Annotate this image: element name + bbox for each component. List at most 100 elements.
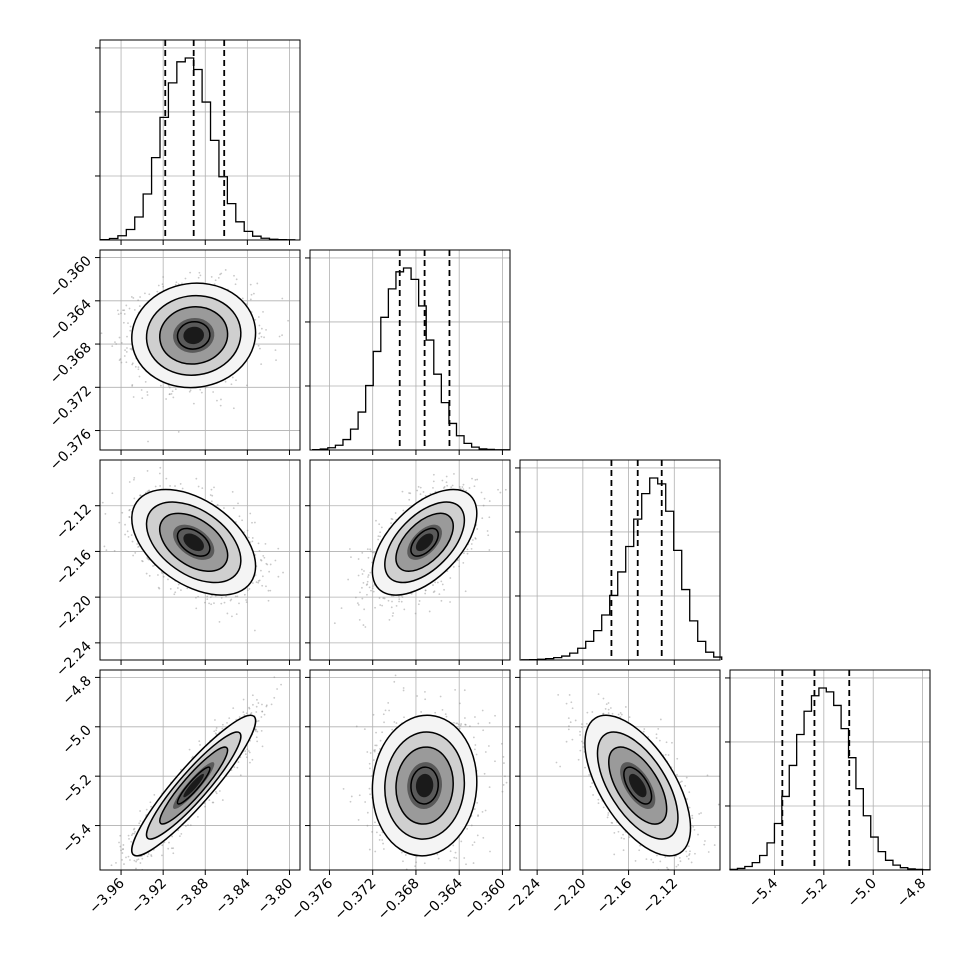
sample-point [687,845,690,848]
sample-point [255,705,258,708]
contour-line [584,714,692,857]
sample-point [146,855,149,858]
sample-point [477,722,480,725]
sample-point [241,519,244,522]
sample-point [384,709,387,712]
sample-point [638,849,641,852]
sample-point [468,487,471,489]
sample-point [372,590,375,593]
sample-point [113,550,116,552]
sample-point [428,610,431,613]
sample-point [401,596,404,599]
sample-point [233,274,235,277]
sample-point [390,606,393,609]
sample-point [418,600,421,602]
x-tick-label: −5.0 [845,876,880,911]
sample-point [232,507,235,510]
sample-point [444,713,447,715]
sample-point [688,806,691,809]
sample-point [368,848,371,851]
sample-point [161,572,164,574]
sample-point [256,698,258,701]
sample-point [187,824,189,826]
sample-point [628,716,631,719]
sample-point [213,486,215,489]
sample-point [657,727,660,730]
sample-point [371,830,373,833]
sample-point [171,835,174,838]
sample-point [149,801,152,804]
sample-point [342,787,345,790]
sample-point [472,736,475,739]
sample-point [188,748,191,751]
sample-point [133,497,136,500]
sample-point [450,486,453,489]
sample-point [128,307,131,310]
sample-point [494,714,496,717]
sample-point [257,542,260,545]
sample-point [457,723,460,726]
sample-point [109,875,111,877]
sample-point [134,365,137,368]
sample-point [690,861,693,864]
sample-point [569,721,572,724]
sample-point [281,334,283,337]
sample-point [381,731,384,734]
sample-point [130,534,133,536]
sample-point [195,596,197,599]
sample-point [363,570,365,572]
sample-point [265,329,267,331]
sample-point [642,730,645,733]
sample-point [125,361,128,364]
sample-point [707,851,710,853]
sample-point [131,540,134,543]
sample-point [248,706,250,709]
sample-point [168,393,171,396]
sample-point [249,713,252,715]
sample-point [449,601,451,603]
sample-point [382,842,384,845]
sample-point [361,573,364,575]
sample-point [694,852,696,855]
sample-point [181,487,184,490]
sample-point [117,313,120,316]
sample-point [613,853,616,856]
sample-point [274,349,277,352]
sample-point [178,835,181,838]
sample-point [251,537,254,539]
sample-point [565,740,568,743]
sample-point [477,814,480,817]
sample-point [505,781,508,784]
sample-point [165,477,168,480]
sample-point [138,545,140,548]
sample-point [232,407,235,410]
sample-point [168,386,171,389]
sample-point [125,856,127,859]
sample-point [174,283,177,286]
sample-point [424,592,427,595]
sample-point [349,800,352,803]
sample-point [258,337,260,340]
sample-point [356,602,359,605]
sample-point [463,689,466,692]
sample-point [368,767,371,770]
sample-point [136,543,139,545]
sample-point [121,858,123,861]
sample-point [128,837,130,840]
sample-point [167,384,170,387]
sample-point [414,865,417,868]
sample-point [251,758,254,761]
sample-point [148,293,151,296]
sample-point [488,722,491,724]
sample-point [124,533,127,536]
sample-point [265,562,268,565]
x-tick-label: −0.368 [375,876,423,924]
sample-point [368,787,371,790]
sample-point [390,522,392,525]
sample-point [220,596,223,599]
sample-point [221,727,224,730]
panel-frame [99,249,301,451]
sample-point [200,391,203,394]
sample-point [199,388,202,391]
sample-point [591,782,594,784]
